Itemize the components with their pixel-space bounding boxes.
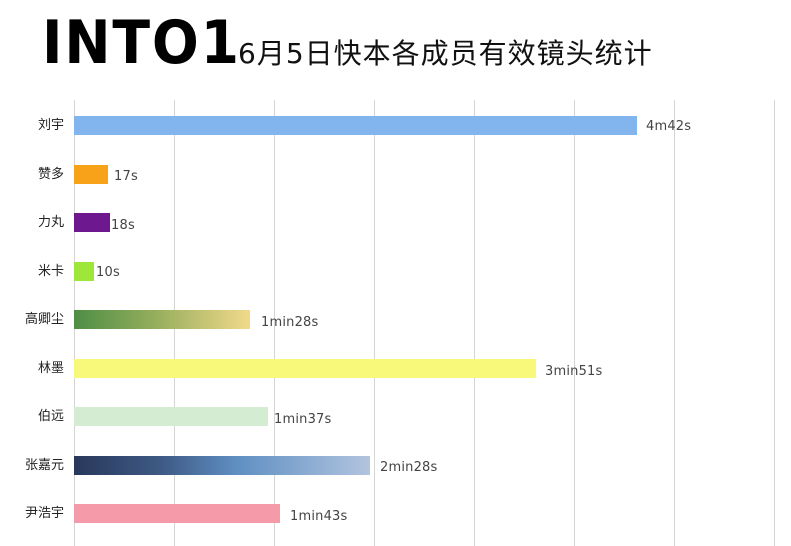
category-label: 力丸 [37, 215, 64, 230]
value-label: 10s [96, 265, 120, 280]
bar-mika [74, 262, 94, 281]
value-label: 1min43s [290, 509, 348, 524]
category-label: 张嘉元 [24, 458, 64, 473]
value-label: 18s [111, 218, 135, 233]
category-label: 高卿尘 [24, 312, 64, 327]
gridline [674, 100, 675, 546]
category-label: 林墨 [37, 361, 64, 376]
category-label: 赞多 [37, 167, 64, 182]
bar-liwan [74, 213, 110, 232]
chart-title: 6月5日快本各成员有效镜头统计 [238, 37, 653, 70]
value-label: 1min37s [274, 412, 332, 427]
value-label: 4m42s [646, 119, 692, 134]
gridline [374, 100, 375, 546]
category-label: 尹浩宇 [24, 506, 64, 521]
value-label: 2min28s [380, 460, 438, 475]
gridline [274, 100, 275, 546]
category-label: 伯远 [37, 409, 64, 424]
bar-linmo [74, 359, 536, 378]
bar-zhangjiayuan [74, 456, 370, 475]
value-label: 17s [114, 169, 138, 184]
gridline [474, 100, 475, 546]
into1-logo: INTO1 [42, 8, 241, 78]
bar-boyuan [74, 407, 268, 426]
bar-zanduo [74, 165, 108, 184]
gridline [574, 100, 575, 546]
bar-yinhaoyu [74, 504, 280, 523]
bar-gaoqingchen [74, 310, 250, 329]
gridline [774, 100, 775, 546]
value-label: 3min51s [545, 364, 603, 379]
value-label: 1min28s [261, 315, 319, 330]
category-label: 米卡 [37, 264, 64, 279]
bar-liuyu [74, 116, 637, 135]
category-label: 刘宇 [37, 118, 64, 133]
